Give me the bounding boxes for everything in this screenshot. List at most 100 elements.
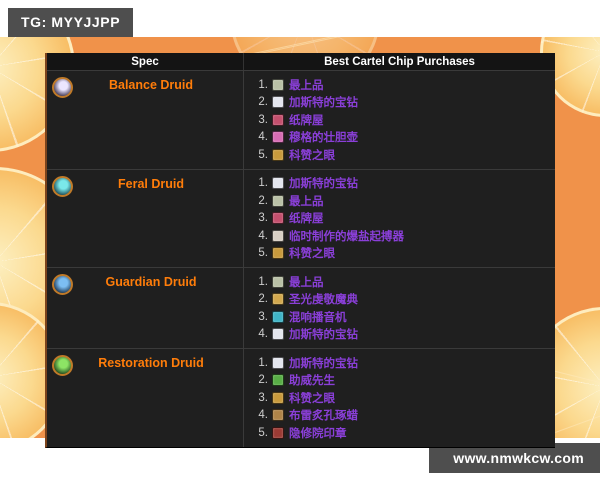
item-number: 3. [258,212,268,225]
eye-icon [272,247,284,260]
tg-label: TG: MYYJJPP [8,8,134,37]
item-link[interactable]: 科赞之眼 [289,248,335,261]
spec-cell: Balance Druid [47,71,243,169]
item-number: 4. [258,409,268,422]
gem-icon [272,96,284,109]
spec-table: Spec Best Cartel Chip Purchases Balance … [45,53,555,448]
item-link[interactable]: 加斯特的宝钻 [289,357,358,370]
list-item: 4. 加斯特的宝钻 [250,326,555,344]
item-number: 1. [258,78,268,91]
items-cell: 1. 加斯特的宝钻 2. 助威先生 3. 科赞之眼 4. 布雷炙孔琢蜡 5. 隐… [243,349,555,447]
item-link[interactable]: 临时制作的爆盐起搏器 [289,230,404,243]
gem-icon [272,177,284,190]
item-number: 2. [258,293,268,306]
spec-cell: Restoration Druid [47,349,243,447]
items-cell: 1. 最上品 2. 圣光虔敬魔典 3. 混响播音机 4. 加斯特的宝钻 [243,268,555,348]
item-link[interactable]: 助威先生 [289,375,335,388]
list-item: 1. 加斯特的宝钻 [250,354,555,372]
item-link[interactable]: 加斯特的宝钻 [289,329,358,342]
list-item: 2. 最上品 [250,192,555,210]
herb-icon [272,194,284,207]
item-link[interactable]: 隐修院印章 [289,427,347,440]
item-number: 4. [258,131,268,144]
spec-name[interactable]: Feral Druid [118,176,184,191]
radio-icon [272,310,284,323]
list-item: 4. 穆格的壮胆壶 [250,129,555,147]
spec-cell: Guardian Druid [47,268,243,348]
eye-icon [272,391,284,404]
column-header-purchases: Best Cartel Chip Purchases [243,53,555,70]
gem-icon [272,356,284,369]
list-item: 3. 科赞之眼 [250,389,555,407]
table-row: Guardian Druid 1. 最上品 2. 圣光虔敬魔典 3. 混响播音机… [47,267,555,348]
item-number: 3. [258,113,268,126]
item-number: 3. [258,391,268,404]
spec-name[interactable]: Restoration Druid [98,356,204,370]
flask-icon [272,131,284,144]
list-item: 1. 最上品 [250,76,555,94]
item-number: 5. [258,148,268,161]
list-item: 5. 隐修院印章 [250,424,555,442]
list-item: 3. 混响播音机 [250,308,555,326]
item-link[interactable]: 混响播音机 [289,311,347,324]
pacemaker-icon [272,229,284,242]
list-item: 1. 加斯特的宝钻 [250,175,555,193]
list-item: 3. 纸牌屋 [250,111,555,129]
list-item: 4. 布雷炙孔琢蜡 [250,407,555,425]
table-row: Restoration Druid 1. 加斯特的宝钻 2. 助威先生 3. 科… [47,348,555,447]
guardian-druid-icon [52,274,73,295]
items-cell: 1. 最上品 2. 加斯特的宝钻 3. 纸牌屋 4. 穆格的壮胆壶 5. 科赞之… [243,71,555,169]
list-item: 5. 科赞之眼 [250,146,555,164]
item-number: 1. [258,177,268,190]
item-link[interactable]: 最上品 [289,276,324,289]
list-item: 2. 助威先生 [250,372,555,390]
item-number: 2. [258,374,268,387]
item-link[interactable]: 最上品 [289,79,324,92]
herb-icon [272,78,284,91]
plant-icon [272,374,284,387]
spec-cell: Feral Druid [47,170,243,268]
item-number: 2. [258,96,268,109]
item-link[interactable]: 布雷炙孔琢蜡 [289,410,358,423]
table-body: Balance Druid 1. 最上品 2. 加斯特的宝钻 3. 纸牌屋 4.… [47,71,555,447]
item-link[interactable]: 纸牌屋 [289,114,324,127]
card-house-icon [272,113,284,126]
card-house-icon [272,212,284,225]
feral-druid-icon [52,175,73,197]
list-item: 3. 纸牌屋 [250,210,555,228]
item-link[interactable]: 科赞之眼 [289,149,335,162]
column-header-spec: Spec [131,56,159,68]
list-item: 2. 加斯特的宝钻 [250,94,555,112]
spec-name[interactable]: Guardian Druid [105,275,197,289]
list-item: 5. 科赞之眼 [250,245,555,263]
balance-druid-icon [52,77,73,98]
spec-name[interactable]: Balance Druid [108,78,194,92]
candle-icon [272,409,284,422]
gem-icon [272,328,284,341]
items-cell: 1. 加斯特的宝钻 2. 最上品 3. 纸牌屋 4. 临时制作的爆盐起搏器 5.… [243,169,555,267]
item-number: 4. [258,229,268,242]
item-number: 3. [258,310,268,323]
table-header-row: Spec Best Cartel Chip Purchases [47,53,555,71]
item-link[interactable]: 科赞之眼 [289,392,335,405]
list-item: 4. 临时制作的爆盐起搏器 [250,227,555,245]
item-link[interactable]: 加斯特的宝钻 [289,97,358,110]
item-number: 1. [258,356,268,369]
restoration-druid-icon [52,355,73,376]
item-number: 5. [258,247,268,260]
item-number: 5. [258,426,268,439]
item-link[interactable]: 加斯特的宝钻 [289,178,358,191]
list-item: 1. 最上品 [250,273,555,291]
seal-icon [272,426,284,439]
table-row: Feral Druid 1. 加斯特的宝钻 2. 最上品 3. 纸牌屋 4. 临… [47,168,555,268]
item-link[interactable]: 圣光虔敬魔典 [289,294,358,307]
herb-icon [272,275,284,288]
list-item: 2. 圣光虔敬魔典 [250,291,555,309]
item-number: 1. [258,275,268,288]
watermark: www.nmwkcw.com [429,443,600,473]
item-link[interactable]: 纸牌屋 [289,213,324,226]
eye-icon [272,148,284,161]
item-link[interactable]: 最上品 [289,195,324,208]
item-link[interactable]: 穆格的壮胆壶 [289,132,358,145]
